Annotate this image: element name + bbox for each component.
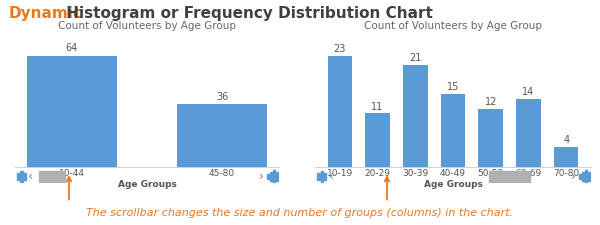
Text: 21: 21 <box>409 53 421 63</box>
Bar <box>554 147 578 166</box>
Bar <box>317 173 320 180</box>
Bar <box>273 170 275 183</box>
Bar <box>177 104 267 166</box>
Text: 11: 11 <box>371 101 383 112</box>
Bar <box>23 173 26 180</box>
Bar <box>516 99 541 166</box>
Bar <box>441 94 465 166</box>
Text: 4: 4 <box>563 135 569 145</box>
X-axis label: Age Groups: Age Groups <box>118 180 176 189</box>
Bar <box>324 173 326 180</box>
Bar <box>584 170 587 183</box>
Bar <box>578 174 581 179</box>
Title: Count of Volunteers by Age Group: Count of Volunteers by Age Group <box>364 21 542 31</box>
Bar <box>17 173 19 180</box>
Bar <box>267 174 269 179</box>
X-axis label: Age Groups: Age Groups <box>424 180 482 189</box>
Bar <box>478 109 503 166</box>
Text: ›: › <box>571 170 575 183</box>
Bar <box>276 171 278 181</box>
Bar <box>320 171 323 182</box>
Text: 15: 15 <box>447 82 459 92</box>
Text: Histogram or Frequency Distribution Chart: Histogram or Frequency Distribution Char… <box>61 6 433 21</box>
Text: ‹: ‹ <box>329 170 334 183</box>
Bar <box>27 56 117 166</box>
Bar <box>365 113 390 166</box>
Text: ‹: ‹ <box>28 170 34 183</box>
Bar <box>489 171 530 182</box>
Bar <box>581 172 584 181</box>
Text: The scrollbar changes the size and number of groups (columns) in the chart.: The scrollbar changes the size and numbe… <box>86 208 514 218</box>
Bar <box>328 56 352 166</box>
Bar <box>20 171 23 182</box>
Bar <box>39 171 65 182</box>
Text: 23: 23 <box>334 44 346 54</box>
Text: Dynamic: Dynamic <box>9 6 83 21</box>
Bar <box>587 171 590 181</box>
Title: Count of Volunteers by Age Group: Count of Volunteers by Age Group <box>58 21 236 31</box>
Text: 36: 36 <box>216 92 228 102</box>
Text: 12: 12 <box>485 97 497 107</box>
Text: 14: 14 <box>523 87 535 97</box>
Bar <box>403 65 428 166</box>
Text: ›: › <box>259 170 265 183</box>
Bar <box>270 172 272 181</box>
Text: 64: 64 <box>66 43 78 53</box>
